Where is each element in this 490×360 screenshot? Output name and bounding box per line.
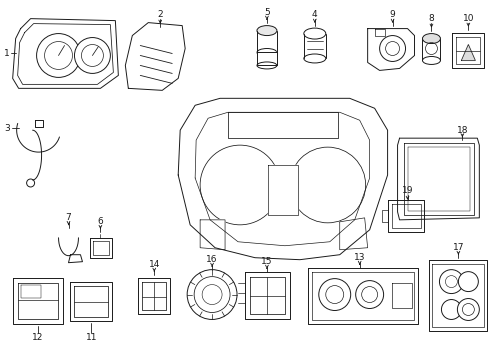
Text: 7: 7 xyxy=(66,213,72,222)
Polygon shape xyxy=(200,220,225,250)
Ellipse shape xyxy=(422,57,441,64)
Text: 15: 15 xyxy=(261,257,273,266)
Text: 1: 1 xyxy=(4,49,9,58)
Circle shape xyxy=(440,270,464,293)
Polygon shape xyxy=(125,23,185,90)
Text: 3: 3 xyxy=(4,124,9,133)
Text: 14: 14 xyxy=(148,260,160,269)
Circle shape xyxy=(187,270,237,319)
Polygon shape xyxy=(340,218,368,250)
Polygon shape xyxy=(429,260,488,332)
Text: 18: 18 xyxy=(457,126,468,135)
Polygon shape xyxy=(268,165,298,215)
Ellipse shape xyxy=(422,33,441,44)
Text: 16: 16 xyxy=(206,255,218,264)
Text: 12: 12 xyxy=(32,333,43,342)
Polygon shape xyxy=(178,98,388,260)
Circle shape xyxy=(200,145,280,225)
Circle shape xyxy=(290,147,366,223)
Text: 6: 6 xyxy=(98,217,103,226)
Polygon shape xyxy=(397,138,479,220)
Polygon shape xyxy=(452,32,484,68)
Polygon shape xyxy=(392,283,412,307)
Text: 19: 19 xyxy=(402,186,413,195)
Polygon shape xyxy=(138,278,170,315)
Circle shape xyxy=(457,298,479,320)
Polygon shape xyxy=(462,45,475,60)
Polygon shape xyxy=(308,268,417,324)
Polygon shape xyxy=(245,272,290,319)
Polygon shape xyxy=(368,28,415,71)
Text: 4: 4 xyxy=(312,10,318,19)
Polygon shape xyxy=(228,112,338,138)
Text: 9: 9 xyxy=(390,10,395,19)
Polygon shape xyxy=(71,282,112,321)
Circle shape xyxy=(356,280,384,309)
Circle shape xyxy=(319,279,351,310)
Polygon shape xyxy=(257,53,277,66)
Ellipse shape xyxy=(257,49,277,57)
Circle shape xyxy=(458,272,478,292)
Circle shape xyxy=(441,300,462,319)
Polygon shape xyxy=(13,19,119,88)
Text: 8: 8 xyxy=(429,14,434,23)
Circle shape xyxy=(26,179,35,187)
Text: 2: 2 xyxy=(157,10,163,19)
Circle shape xyxy=(380,36,406,62)
Circle shape xyxy=(37,33,80,77)
Ellipse shape xyxy=(304,54,326,63)
Text: 13: 13 xyxy=(354,253,366,262)
Polygon shape xyxy=(91,238,112,258)
Ellipse shape xyxy=(257,26,277,36)
Polygon shape xyxy=(13,278,63,324)
Text: 17: 17 xyxy=(453,243,464,252)
Text: 10: 10 xyxy=(463,14,474,23)
Text: 11: 11 xyxy=(86,333,97,342)
Text: 5: 5 xyxy=(264,8,270,17)
Circle shape xyxy=(74,37,110,73)
Polygon shape xyxy=(388,200,424,232)
